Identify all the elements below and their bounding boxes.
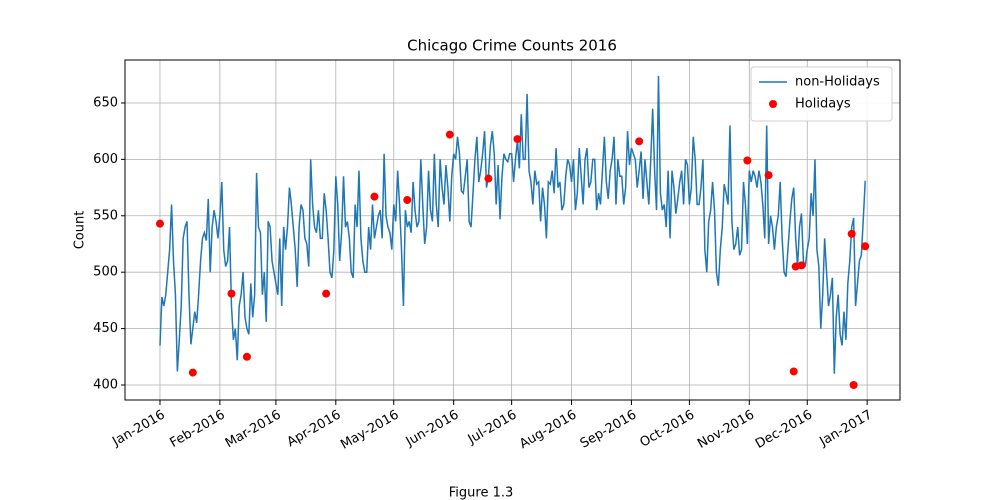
holiday-point <box>403 195 412 204</box>
legend-box <box>750 66 893 122</box>
data-line <box>159 75 866 374</box>
y-tick-label: 500 <box>93 265 118 280</box>
holiday-point <box>849 380 858 389</box>
holiday-point <box>764 171 773 180</box>
holiday-point <box>861 242 870 251</box>
y-tick-label: 550 <box>93 208 118 223</box>
holiday-point <box>797 261 806 270</box>
holiday-point <box>445 130 454 139</box>
y-tick-label: 600 <box>93 152 118 167</box>
y-axis-label: Count <box>73 211 88 250</box>
plot-frame <box>124 59 901 401</box>
legend-label: Holidays <box>795 97 851 112</box>
holiday-point <box>789 367 798 376</box>
caption: Figure 1.3 <box>449 486 514 500</box>
holiday-point <box>484 174 493 183</box>
holiday-point <box>743 156 752 165</box>
holiday-point <box>227 289 236 298</box>
legend-label: non-Holidays <box>795 75 880 90</box>
y-tick-label: 450 <box>93 321 118 336</box>
holiday-point <box>847 229 856 238</box>
holiday-point <box>513 135 522 144</box>
y-tick-label: 650 <box>93 95 118 110</box>
holiday-point <box>155 219 164 228</box>
holiday-point <box>322 289 331 298</box>
holiday-point <box>635 137 644 146</box>
holiday-point <box>242 352 251 361</box>
y-tick-label: 400 <box>93 377 118 392</box>
holiday-point <box>188 368 197 377</box>
chart-title: Chicago Crime Counts 2016 <box>407 37 617 55</box>
legend-swatch <box>769 100 777 108</box>
holiday-point <box>370 192 379 201</box>
